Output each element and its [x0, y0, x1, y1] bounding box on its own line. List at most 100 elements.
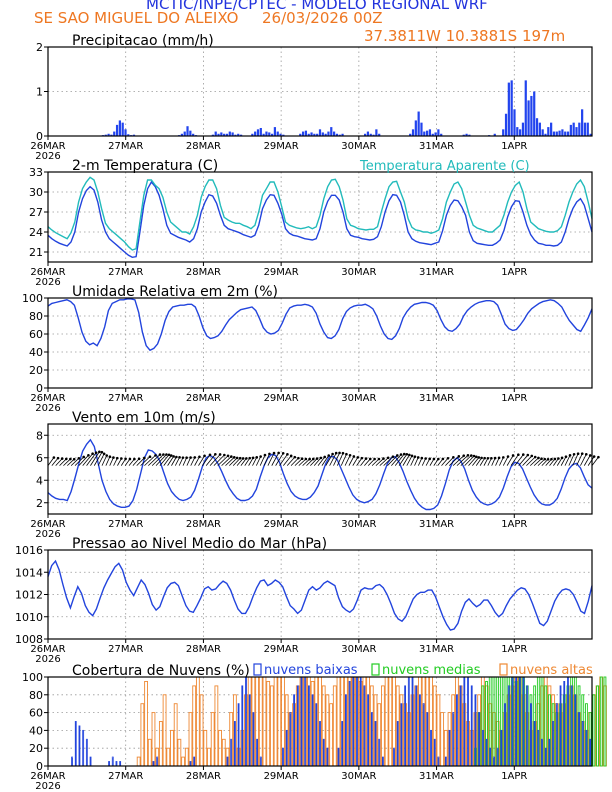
cloud-bar-nuvens-baixas — [463, 676, 466, 767]
wind-barb-head — [259, 455, 262, 458]
cloud-bar-nuvens-baixas — [522, 676, 525, 767]
cloud-bar-nuvens-baixas — [585, 729, 588, 767]
precip-bar — [110, 134, 113, 136]
wind-barb-head — [592, 455, 596, 458]
x-tick-label: 1APR — [501, 644, 527, 655]
wind-barb — [410, 456, 416, 466]
precip-bar — [132, 134, 136, 136]
cloud-bar-nuvens-altas — [362, 676, 367, 767]
wind-barb — [55, 458, 63, 466]
precip-bar — [310, 132, 313, 136]
wind-barb-head — [493, 456, 497, 460]
wind-barb — [437, 458, 444, 466]
precip-bar — [127, 134, 130, 136]
wind-barb-head — [198, 455, 201, 459]
cloud-bar-nuvens-altas — [262, 676, 267, 767]
wind-barb — [448, 456, 460, 466]
cloud-bar-nuvens-baixas — [559, 685, 562, 767]
precip-bar — [124, 129, 127, 136]
cloud-bar-nuvens-altas — [188, 712, 193, 767]
wind-barb-head — [272, 451, 276, 455]
cloud-bar-nuvens-altas — [432, 685, 437, 767]
y-tick-label: 0 — [36, 760, 43, 773]
precip-bar — [564, 131, 567, 136]
x-tick-label: 29MAR — [264, 771, 299, 782]
cloud-bar-nuvens-baixas — [537, 729, 540, 767]
panel-title: Vento em 10m (m/s) — [72, 410, 216, 426]
wind-barb — [82, 453, 93, 466]
cloud-bar-nuvens-baixas — [252, 712, 255, 767]
wind-barb-head — [241, 457, 245, 460]
precip-bar — [541, 129, 544, 136]
wind-barb — [205, 454, 216, 466]
wind-barb — [186, 457, 191, 466]
precip-bar — [239, 134, 243, 136]
cloud-bar-nuvens-baixas — [315, 703, 318, 767]
wind-barb — [572, 453, 579, 466]
cloud-bar-nuvens-baixas — [581, 721, 584, 767]
precip-bar — [437, 129, 440, 136]
precip-bar — [519, 129, 522, 136]
cloud-bar-nuvens-medias — [603, 676, 607, 767]
cloud-bar-nuvens-baixas — [356, 676, 358, 767]
cloud-bar-nuvens-altas — [273, 676, 278, 767]
wind-barb — [317, 456, 326, 466]
wind-barb — [248, 457, 254, 466]
wind-barb — [360, 458, 367, 466]
cloud-bar-nuvens-baixas — [567, 676, 569, 767]
wind-barb — [167, 456, 174, 466]
wind-barb-head — [441, 457, 445, 461]
cloud-bar-nuvens-altas — [425, 676, 430, 767]
wind-barb-head — [323, 455, 327, 459]
precip-bar — [530, 95, 533, 136]
series-line-2-m-Temperatura — [47, 180, 593, 259]
precip-bar — [228, 131, 231, 136]
wind-barb — [391, 454, 402, 466]
wind-barb-head — [483, 456, 486, 460]
precip-bar — [507, 82, 510, 136]
wind-barb — [286, 456, 296, 466]
cloud-bar-nuvens-baixas — [433, 738, 436, 767]
panel-frame — [47, 171, 593, 263]
cloud-bar-nuvens-baixas — [419, 694, 421, 767]
wind-barb-head — [172, 455, 175, 458]
wind-barb — [564, 455, 571, 466]
wind-barb-head — [189, 456, 192, 459]
cloud-bar-nuvens-baixas — [404, 685, 407, 767]
legend-label: nuvens baixas — [264, 663, 358, 678]
wind-barb — [506, 455, 514, 466]
panel-title: 2-m Temperatura (C) — [72, 158, 218, 174]
precip-bar — [324, 133, 327, 136]
wind-barb-head — [238, 456, 242, 460]
cloud-bar-nuvens-altas — [447, 712, 452, 767]
precip-bar — [270, 133, 274, 136]
precip-bar — [558, 130, 561, 136]
wind-barb — [171, 456, 177, 466]
wind-barb — [321, 455, 330, 466]
x-tick-sublabel: 2026 — [35, 151, 60, 162]
panel-title: Umidade Relativa em 2m (%) — [72, 284, 278, 300]
wind-barb — [398, 454, 408, 466]
panel-title: Pressao ao Nivel Medio do Mar (hPa) — [72, 536, 327, 552]
precip-bar — [504, 113, 508, 136]
cloud-bar-nuvens-baixas — [530, 703, 532, 767]
precip-bar — [566, 131, 570, 136]
x-tick-label: 27MAR — [108, 267, 143, 278]
wind-barb — [371, 458, 380, 466]
cloud-bar-nuvens-baixas — [248, 694, 251, 767]
cloud-bar-nuvens-baixas — [71, 756, 73, 767]
wind-barb-head — [420, 456, 424, 460]
wind-barb — [198, 455, 205, 466]
x-tick-label: 31MAR — [419, 771, 454, 782]
cloud-bar-nuvens-baixas — [493, 756, 495, 767]
cloud-bar-nuvens-medias — [492, 676, 496, 767]
cloud-bar-nuvens-baixas — [326, 747, 329, 767]
precip-bar — [107, 133, 110, 136]
wind-barb-head — [396, 454, 399, 457]
wind-barb — [128, 458, 135, 466]
cloud-bar-nuvens-altas — [184, 747, 189, 767]
x-tick-label: 28MAR — [186, 267, 221, 278]
x-tick-label: 1APR — [501, 267, 527, 278]
wind-barb-head — [137, 457, 141, 461]
wind-barb — [182, 457, 187, 466]
